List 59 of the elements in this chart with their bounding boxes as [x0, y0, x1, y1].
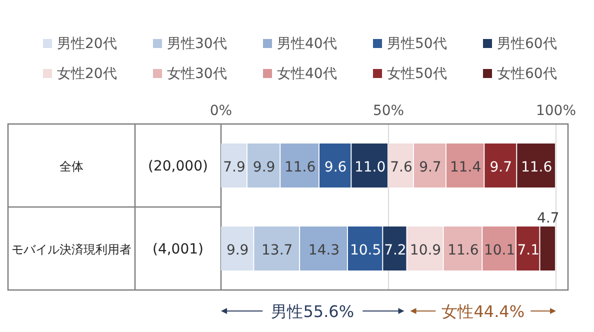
legend-label: 女性20代 — [57, 66, 117, 82]
data-label: 7.2 — [384, 242, 406, 258]
legend-label: 女性60代 — [497, 66, 557, 82]
text: (20,000) — [148, 158, 208, 174]
bar — [221, 144, 246, 188]
x-tick-label: 0% — [210, 103, 232, 119]
bar — [482, 226, 516, 270]
data-label: 9.9 — [226, 242, 249, 258]
data-label: 7.6 — [390, 160, 412, 176]
bar — [407, 226, 443, 270]
bar — [221, 226, 254, 270]
data-label: 7.9 — [223, 160, 246, 176]
legend-label: 男性50代 — [387, 36, 447, 52]
legend-label: 男性60代 — [497, 36, 557, 52]
bar — [540, 226, 555, 270]
x-tick-label: 50% — [372, 103, 404, 119]
bar — [444, 226, 482, 270]
legend-label: 男性30代 — [167, 36, 227, 52]
data-label: 10.5 — [350, 242, 382, 258]
data-label: 11.4 — [450, 160, 482, 176]
bar — [446, 144, 484, 188]
legend-label: 男性40代 — [277, 36, 337, 52]
legend-label: 女性50代 — [387, 66, 447, 82]
bar — [280, 144, 318, 188]
legend-label: 女性40代 — [277, 66, 337, 82]
bar — [254, 226, 300, 270]
x-tick-label: 100% — [536, 103, 576, 119]
text: 男性55.6% — [271, 302, 354, 321]
data-label: 11.6 — [284, 160, 316, 176]
data-label: 14.3 — [308, 242, 340, 258]
bar — [383, 226, 406, 270]
data-label: 13.7 — [262, 242, 293, 258]
data-label: 7.1 — [517, 242, 540, 258]
y-tick-label: モバイル決済現利用者 — [12, 242, 132, 256]
data-label: 4.7 — [536, 210, 560, 226]
bar — [352, 144, 388, 188]
bar — [484, 144, 516, 188]
y-tick-label: 全体 — [60, 160, 84, 174]
data-label: 11.0 — [354, 160, 386, 176]
text: (4,001) — [152, 242, 204, 258]
bar — [516, 226, 540, 270]
bar — [388, 144, 413, 188]
data-label: 9.7 — [490, 160, 512, 176]
bar — [517, 144, 555, 188]
data-label: 11.6 — [520, 160, 552, 176]
legend-label: 女性30代 — [167, 66, 227, 82]
text: 女性44.4% — [442, 302, 525, 321]
bar — [348, 226, 382, 270]
data-label: 10.1 — [484, 242, 516, 258]
data-label: 9.6 — [324, 160, 347, 176]
data-label: 9.7 — [419, 160, 442, 176]
legend-label: 男性20代 — [57, 36, 117, 52]
bar — [414, 144, 446, 188]
bar — [247, 144, 280, 188]
data-label: 10.9 — [410, 242, 442, 258]
data-label: 11.6 — [448, 242, 479, 258]
bar — [300, 226, 347, 270]
data-label: 9.9 — [252, 160, 276, 176]
bar — [319, 144, 351, 188]
